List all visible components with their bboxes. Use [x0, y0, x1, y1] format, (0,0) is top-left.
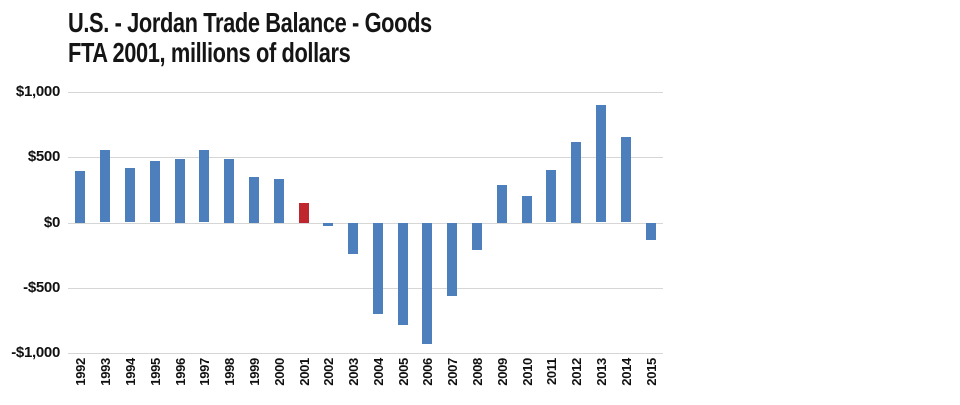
x-axis-label-2007: 2007	[445, 357, 473, 397]
y-axis-tick-label: -$1,000	[11, 344, 60, 361]
bar-2012	[571, 142, 581, 223]
gridline-$1,000	[68, 92, 663, 93]
x-axis-label-text: 1993	[98, 358, 113, 386]
x-axis-label-2011: 2011	[544, 357, 571, 397]
x-axis-label-1997: 1997	[197, 357, 225, 397]
bar-1994	[125, 168, 135, 222]
bar-2010	[522, 196, 532, 223]
x-axis-label-text: 2013	[594, 358, 609, 386]
x-axis-label-text: 1992	[73, 358, 88, 386]
x-axis-label-text: 1995	[148, 358, 163, 386]
bar-2002	[323, 223, 333, 226]
bar-1999	[249, 177, 259, 223]
x-axis-label-2014: 2014	[619, 357, 647, 397]
x-axis-label-1995: 1995	[148, 357, 176, 397]
x-axis-label-2000: 2000	[272, 357, 300, 397]
x-axis-label-2015: 2015	[644, 357, 672, 397]
x-axis-label-2012: 2012	[569, 357, 597, 397]
x-axis-label-1998: 1998	[222, 357, 250, 397]
x-axis-label-text: 2005	[396, 358, 411, 386]
x-axis-label-text: 2006	[420, 358, 435, 386]
x-axis-label-text: 1998	[222, 358, 237, 386]
bar-2009	[497, 185, 507, 223]
gridline--$500	[68, 288, 663, 289]
bar-1995	[150, 161, 160, 222]
bar-1993	[100, 150, 110, 222]
y-axis-tick-label: $500	[27, 148, 60, 165]
x-axis-label-2004: 2004	[371, 357, 399, 397]
bar-1992	[75, 171, 85, 223]
chart-title-line2: FTA 2001, millions of dollars	[68, 37, 351, 68]
bar-2006	[422, 223, 432, 344]
x-axis-label-text: 2009	[495, 358, 510, 386]
x-axis-label-1992: 1992	[73, 357, 101, 397]
x-axis-label-text: 1996	[173, 358, 188, 386]
gridline-$0	[68, 223, 663, 224]
x-axis-label-text: 1997	[197, 358, 212, 386]
bar-2013	[596, 105, 606, 222]
bar-2000	[274, 179, 284, 223]
bar-1996	[175, 159, 185, 223]
gridline--$1,000	[68, 353, 663, 354]
x-axis-label-text: 2002	[321, 358, 336, 386]
x-axis-label-text: 2008	[470, 358, 485, 386]
x-axis-label-text: 1994	[123, 358, 138, 386]
x-axis-label-text: 2001	[297, 358, 312, 386]
x-axis-label-2003: 2003	[346, 357, 374, 397]
bar-2007	[447, 223, 457, 296]
bar-1998	[224, 159, 234, 223]
x-axis-label-text: 2004	[371, 358, 386, 386]
bar-2004	[373, 223, 383, 314]
bar-1997	[199, 150, 209, 222]
x-axis-label-text: 2015	[644, 358, 659, 386]
x-axis-label-text: 2012	[569, 358, 584, 386]
bar-2001	[299, 203, 309, 223]
y-axis-tick-label: -$500	[23, 279, 60, 296]
x-axis-label-text: 2007	[445, 358, 460, 386]
bar-2015	[646, 223, 656, 240]
chart-title: U.S. - Jordan Trade Balance - Goods FTA …	[68, 8, 432, 68]
bar-2005	[398, 223, 408, 325]
x-axis-label-text: 2000	[272, 358, 287, 386]
x-axis-label-2002: 2002	[321, 357, 349, 397]
x-axis-label-2006: 2006	[420, 357, 448, 397]
x-axis-label-2008: 2008	[470, 357, 498, 397]
y-axis-tick-label: $0	[43, 214, 60, 231]
x-axis-label-text: 2003	[346, 358, 361, 386]
x-axis-label-2013: 2013	[594, 357, 622, 397]
x-axis-label-text: 2011	[544, 358, 559, 386]
bar-2014	[621, 137, 631, 222]
bar-2011	[546, 170, 556, 222]
x-axis-label-1994: 1994	[123, 357, 151, 397]
x-axis-label-1993: 1993	[98, 357, 126, 397]
bar-2003	[348, 223, 358, 254]
bar-2008	[472, 223, 482, 250]
x-axis-label-text: 2014	[619, 358, 634, 386]
x-axis-label-1999: 1999	[247, 357, 275, 397]
chart-title-line1: U.S. - Jordan Trade Balance - Goods	[68, 7, 432, 38]
x-axis-label-text: 1999	[247, 358, 262, 386]
gridline-$500	[68, 157, 663, 158]
x-axis-label-2009: 2009	[495, 357, 523, 397]
x-axis-label-text: 2010	[520, 358, 535, 386]
y-axis-tick-label: $1,000	[15, 83, 60, 100]
